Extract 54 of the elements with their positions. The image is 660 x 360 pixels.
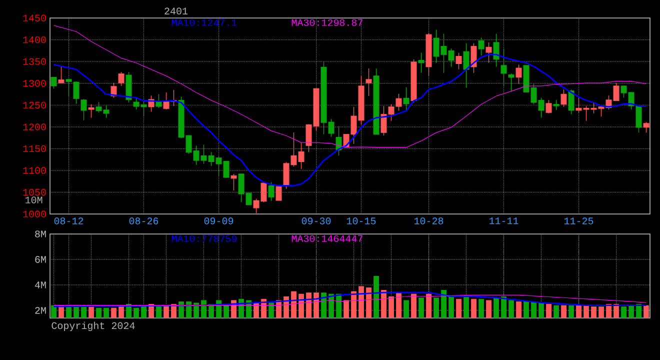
candlestick	[118, 72, 124, 86]
candlestick	[80, 98, 87, 121]
text: Copyright 2024	[52, 322, 135, 332]
candlestick	[268, 182, 274, 202]
candlestick	[276, 185, 282, 201]
y-tick-label: 4M	[34, 282, 46, 288]
x-tick-label: 11-25	[564, 218, 594, 224]
x-tick-label: 11-11	[489, 218, 518, 224]
text: MA10:778759	[172, 235, 237, 242]
candlestick	[58, 66, 64, 84]
x-tick-label: 09-09	[204, 218, 234, 224]
candlestick	[568, 89, 574, 115]
candlestick	[463, 42, 470, 88]
candlestick	[470, 42, 477, 74]
x-tick-label: 08-26	[129, 218, 158, 224]
candlestick	[553, 100, 560, 110]
candlestick	[230, 174, 237, 191]
x-tick-label: 10-15	[346, 218, 376, 224]
candlestick	[396, 93, 402, 112]
y-tick-label: 1200	[23, 123, 46, 130]
candlestick	[478, 37, 484, 56]
candlestick	[546, 100, 552, 114]
y-tick-label: 2M	[35, 307, 46, 314]
y-tick-label: 1000	[23, 210, 46, 218]
y-tick-label: 8M	[35, 230, 46, 238]
y-tick-label: 1350	[23, 58, 46, 65]
candlestick	[486, 42, 492, 64]
text: MA10:1247.1	[172, 19, 237, 26]
candlestick	[418, 52, 424, 74]
candlestick	[516, 64, 522, 84]
candlestick	[508, 72, 514, 92]
y-tick-label: 6M	[35, 256, 46, 263]
y-tick-label: 1050	[23, 188, 46, 196]
x-tick-label: 10-28	[414, 218, 444, 224]
candlestick	[643, 122, 650, 133]
y-tick-label: 1300	[23, 80, 46, 87]
candlestick	[456, 52, 462, 70]
candlestick	[493, 33, 500, 68]
candlestick	[88, 104, 94, 118]
x-tick-label: 08-12	[54, 218, 84, 224]
y-tick-label: 1450	[23, 14, 46, 22]
text: 10M	[26, 196, 42, 204]
x-tick-label: 09-30	[302, 218, 331, 224]
text: MA30:1464447	[292, 235, 362, 242]
candlestick	[403, 86, 410, 112]
y-tick-label: 1250	[23, 102, 46, 109]
candlestick	[500, 48, 507, 86]
y-tick-label: 1100	[23, 167, 46, 174]
candlestick	[366, 68, 372, 96]
chart-title: 2401	[164, 8, 188, 14]
y-tick-label: 1400	[23, 36, 46, 44]
candlestick	[560, 89, 567, 108]
text: MA30:1298.87	[292, 19, 362, 26]
y-tick-label: 1150	[23, 145, 46, 152]
